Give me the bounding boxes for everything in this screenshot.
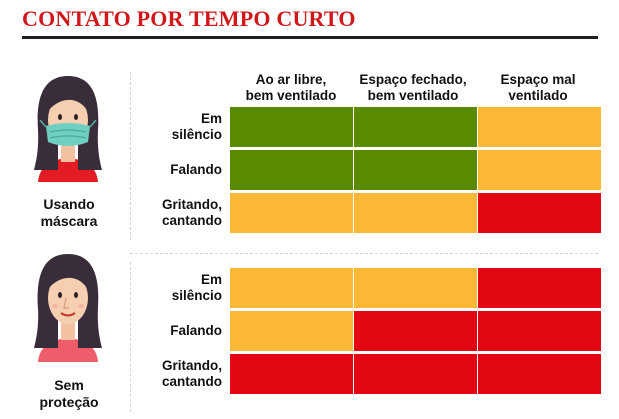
row-label-text: Em silêncio	[171, 111, 222, 142]
group-label-masked: Usando máscara	[14, 196, 124, 230]
column-header-indoor-ventilated-text: Espaço fechado, bem ventilado	[359, 72, 467, 103]
group-separator	[130, 253, 598, 254]
row-label-unprotected-silent: Em silêncio	[140, 268, 222, 308]
risk-cell-yellow	[478, 150, 601, 190]
title-rule	[22, 36, 598, 39]
risk-cell-red	[230, 354, 353, 394]
risk-cell-yellow	[230, 268, 353, 308]
risk-cell-green	[354, 150, 477, 190]
column-header-outdoor-text: Ao ar libre, bem ventilado	[245, 72, 337, 103]
group-label-masked-text: Usando máscara	[40, 196, 98, 229]
column-header-outdoor: Ao ar libre, bem ventilado	[230, 72, 352, 104]
column-header-indoor-ventilated: Espaço fechado, bem ventilado	[352, 72, 474, 104]
risk-cell-red	[354, 354, 477, 394]
woman-with-mask-icon	[34, 76, 102, 182]
row-label-text: Falando	[170, 162, 222, 177]
risk-cell-red	[478, 193, 601, 233]
risk-cell-yellow	[354, 193, 477, 233]
column-header-poorly-ventilated-text: Espaço mal ventilado	[500, 72, 576, 103]
risk-cell-red	[354, 311, 477, 351]
risk-cell-yellow	[354, 268, 477, 308]
group-label-unprotected-text: Sem proteção	[39, 377, 99, 410]
row-label-text: Gritando, cantando	[161, 197, 222, 228]
row-label-masked-silent: Em silêncio	[140, 107, 222, 147]
group-label-unprotected: Sem proteção	[14, 377, 124, 411]
row-label-unprotected-shouting: Gritando, cantando	[140, 354, 222, 394]
row-label-text: Falando	[170, 323, 222, 338]
risk-cell-green	[230, 150, 353, 190]
risk-cell-green	[354, 107, 477, 147]
risk-cell-red	[478, 268, 601, 308]
row-label-masked-shouting: Gritando, cantando	[140, 193, 222, 233]
risk-cell-yellow	[230, 311, 353, 351]
page-title: CONTATO POR TEMPO CURTO	[22, 6, 356, 31]
risk-cell-yellow	[478, 107, 601, 147]
vertical-divider-bottom	[130, 262, 132, 412]
row-label-masked-talking: Falando	[140, 150, 222, 190]
risk-cell-red	[478, 311, 601, 351]
woman-without-mask-icon	[34, 254, 102, 362]
risk-cell-yellow	[230, 193, 353, 233]
risk-cell-red	[478, 354, 601, 394]
risk-cell-green	[230, 107, 353, 147]
column-header-poorly-ventilated: Espaço mal ventilado	[477, 72, 599, 104]
vertical-divider-top	[130, 72, 132, 240]
row-label-unprotected-talking: Falando	[140, 311, 222, 351]
row-label-text: Gritando, cantando	[161, 358, 222, 389]
row-label-text: Em silêncio	[171, 272, 222, 303]
